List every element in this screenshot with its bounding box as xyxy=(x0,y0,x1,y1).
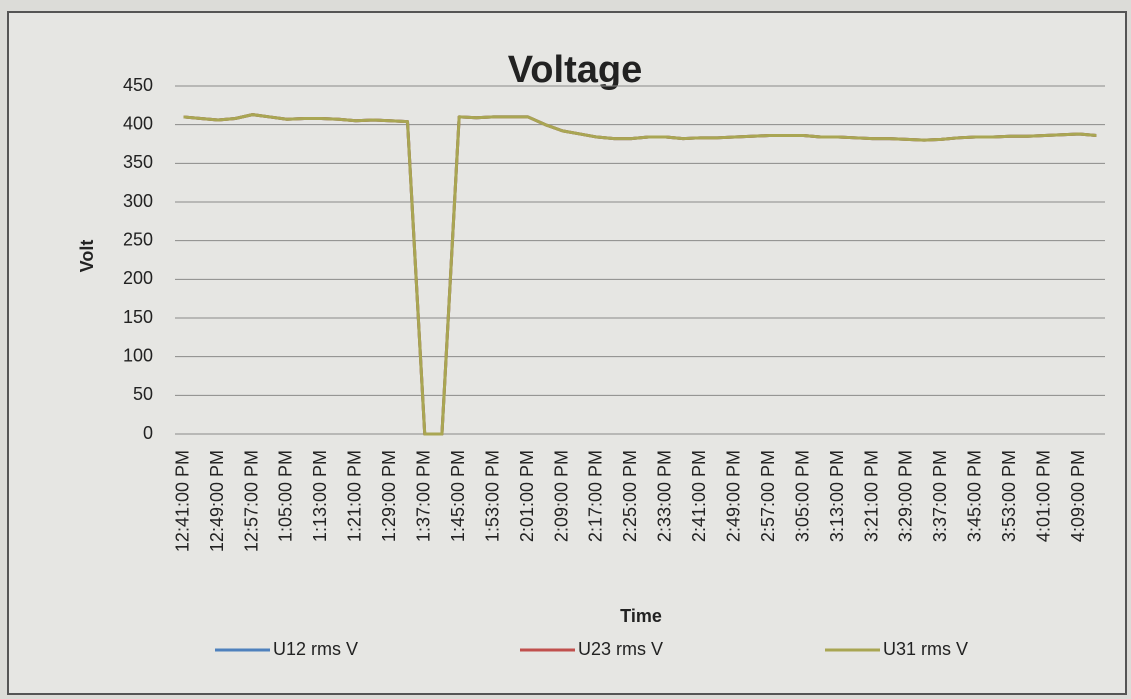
x-tick-label: 2:33:00 PM xyxy=(655,450,675,542)
legend-label: U23 rms V xyxy=(578,639,663,659)
x-tick-label: 2:01:00 PM xyxy=(517,450,537,542)
x-tick-label: 2:25:00 PM xyxy=(620,450,640,542)
x-tick-label: 3:45:00 PM xyxy=(965,450,985,542)
x-tick-label: 3:37:00 PM xyxy=(930,450,950,542)
y-tick-label: 150 xyxy=(123,307,153,327)
x-tick-label: 12:41:00 PM xyxy=(172,450,192,552)
x-tick-label: 1:29:00 PM xyxy=(379,450,399,542)
x-axis-label: Time xyxy=(620,606,662,626)
x-tick-label: 12:49:00 PM xyxy=(207,450,227,552)
y-tick-label: 250 xyxy=(123,229,153,249)
x-tick-label: 3:13:00 PM xyxy=(827,450,847,542)
y-tick-label: 450 xyxy=(123,75,153,95)
x-tick-label: 12:57:00 PM xyxy=(241,450,261,552)
y-tick-label: 0 xyxy=(143,423,153,443)
legend-label: U12 rms V xyxy=(273,639,358,659)
x-tick-label: 1:45:00 PM xyxy=(448,450,468,542)
x-tick-label: 1:13:00 PM xyxy=(310,450,330,542)
x-tick-label: 1:37:00 PM xyxy=(413,450,433,542)
y-tick-label: 350 xyxy=(123,152,153,172)
x-tick-label: 3:21:00 PM xyxy=(861,450,881,542)
series-line xyxy=(183,113,1097,436)
legend-label: U31 rms V xyxy=(883,639,968,659)
x-tick-label: 4:09:00 PM xyxy=(1068,450,1088,542)
x-tick-label: 4:01:00 PM xyxy=(1033,450,1053,542)
chart-frame xyxy=(7,11,1127,695)
x-tick-label: 2:41:00 PM xyxy=(689,450,709,542)
chart-title: Voltage xyxy=(508,49,642,91)
x-tick-label: 2:17:00 PM xyxy=(586,450,606,542)
y-tick-label: 100 xyxy=(123,345,153,365)
x-tick-label: 1:53:00 PM xyxy=(482,450,502,542)
x-tick-label: 2:57:00 PM xyxy=(758,450,778,542)
x-tick-label: 3:29:00 PM xyxy=(896,450,916,542)
y-tick-label: 200 xyxy=(123,268,153,288)
x-tick-label: 1:05:00 PM xyxy=(276,450,296,542)
y-tick-label: 300 xyxy=(123,191,153,211)
x-tick-label: 3:05:00 PM xyxy=(792,450,812,542)
x-tick-label: 3:53:00 PM xyxy=(999,450,1019,542)
y-tick-label: 50 xyxy=(133,384,153,404)
x-tick-label: 1:21:00 PM xyxy=(345,450,365,542)
y-tick-label: 400 xyxy=(123,113,153,133)
x-tick-label: 2:09:00 PM xyxy=(551,450,571,542)
y-axis-label: Volt xyxy=(77,240,97,273)
x-tick-label: 2:49:00 PM xyxy=(723,450,743,542)
